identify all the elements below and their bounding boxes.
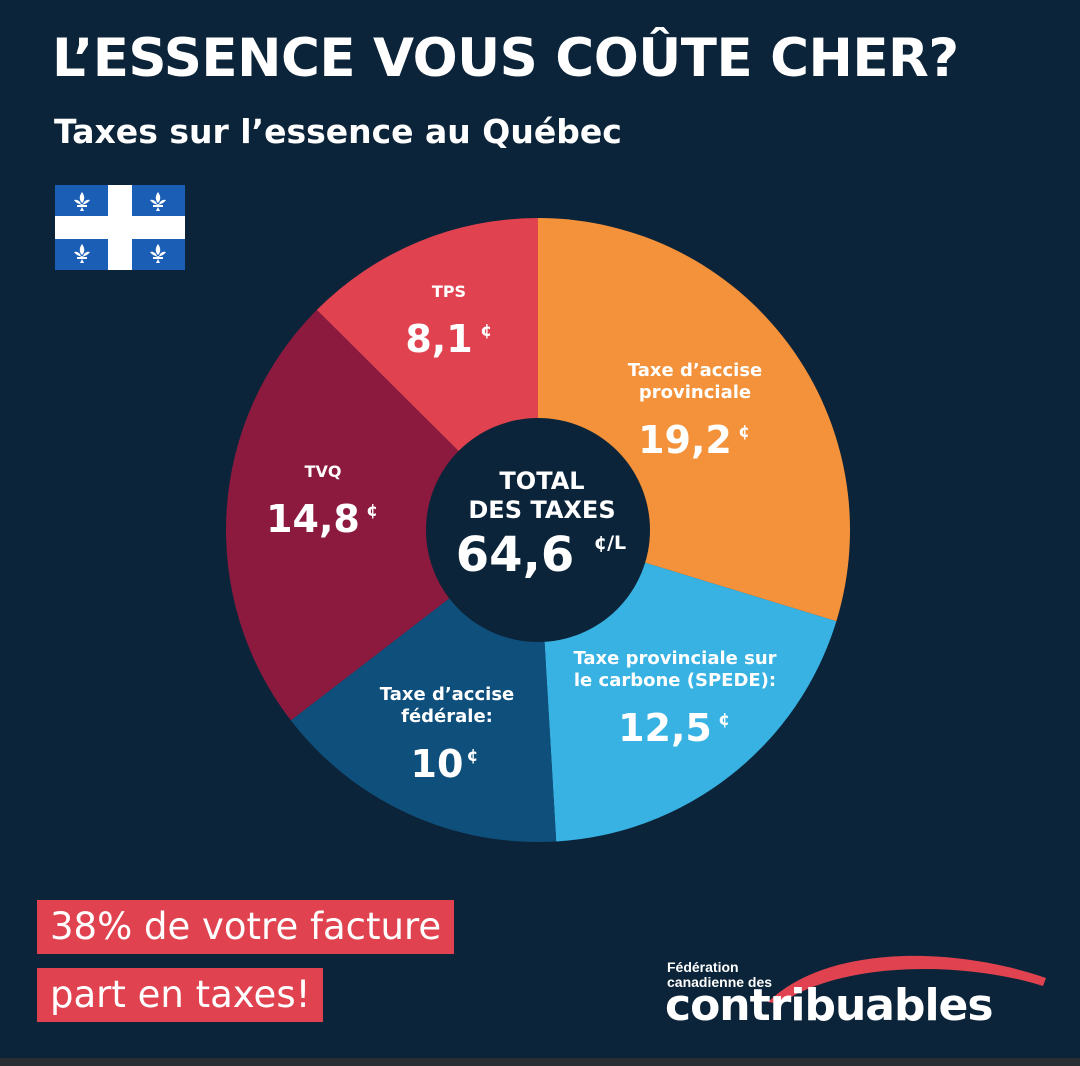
logo-line-1: Fédération (667, 959, 739, 975)
slice-label-2-line-0: Taxe d’accise (380, 684, 515, 705)
slice-label-4-line-0: TPS (432, 282, 466, 301)
slice-unit-3: ¢ (366, 501, 378, 521)
center-total-label-2: DES TAXES (468, 496, 615, 524)
slice-unit-2: ¢ (467, 746, 479, 766)
logo-line-2: canadienne des (667, 974, 773, 990)
center-total-label: TOTAL (499, 467, 584, 495)
logo-arc-icon (768, 955, 1046, 1004)
page-title: L’ESSENCE VOUS COÛTE CHER? (52, 28, 959, 89)
pie-center-hole (426, 418, 650, 642)
slice-value-1: 12,5 (618, 706, 712, 750)
pie-slice-3 (226, 309, 538, 721)
slice-value-0: 19,2 (638, 418, 732, 462)
slice-label-2-line-1: fédérale: (401, 706, 493, 727)
slice-label-0-line-1: provinciale (639, 382, 751, 403)
slice-label-0-line-0: Taxe d’accise (628, 360, 763, 381)
federation-logo: Fédération canadienne des contribuables (660, 940, 1060, 1040)
slice-label-3-line-0: TVQ (305, 462, 342, 481)
callout-line-1: 38% de votre facture (37, 900, 455, 954)
slice-label-1-line-1: le carbone (SPEDE): (574, 670, 776, 691)
slice-label-1-line-0: Taxe provinciale sur (573, 648, 776, 669)
center-total-unit: ¢/L (594, 532, 626, 554)
page-subtitle: Taxes sur l’essence au Québec (54, 112, 622, 151)
slice-unit-0: ¢ (738, 422, 750, 442)
bottom-bar (0, 1058, 1080, 1066)
slice-unit-1: ¢ (718, 710, 730, 730)
slice-value-2: 10 (411, 742, 464, 786)
callout-line-2: part en taxes! (37, 968, 324, 1022)
slice-value-4: 8,1 (405, 317, 472, 361)
quebec-flag-icon (55, 185, 185, 270)
center-total-value: 64,6 (456, 527, 574, 583)
logo-wordmark: contribuables (665, 980, 994, 1031)
slice-value-3: 14,8 (266, 497, 360, 541)
slice-unit-4: ¢ (480, 321, 492, 341)
